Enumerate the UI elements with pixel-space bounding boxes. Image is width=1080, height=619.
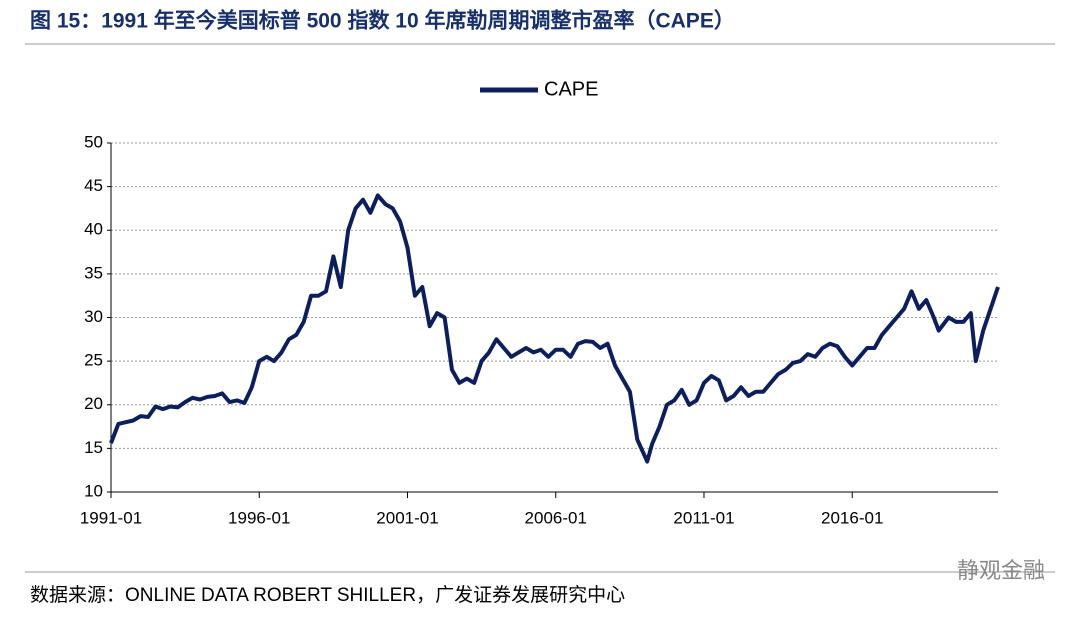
y-tick-label: 15	[84, 438, 103, 457]
x-tick-label: 2006-01	[525, 508, 587, 527]
x-tick-label: 2011-01	[673, 508, 734, 527]
y-tick-label: 40	[84, 220, 103, 239]
y-tick-label: 35	[84, 263, 103, 282]
x-tick-label: 1996-01	[228, 508, 290, 527]
chart-title: 图 15：1991 年至今美国标普 500 指数 10 年席勒周期调整市盈率（C…	[30, 9, 735, 33]
watermark: 静观金融	[957, 558, 1045, 583]
y-tick-label: 45	[84, 176, 103, 195]
x-tick-label: 2016-01	[821, 508, 883, 527]
y-tick-label: 30	[84, 307, 103, 326]
legend-label: CAPE	[544, 78, 598, 100]
source-note: 数据来源：ONLINE DATA ROBERT SHILLER，广发证券发展研究…	[30, 584, 625, 606]
y-tick-label: 25	[84, 351, 103, 370]
data-line	[109, 193, 1000, 464]
y-tick-label: 10	[84, 481, 103, 500]
y-tick-label: 20	[84, 394, 103, 413]
x-tick-label: 2001-01	[376, 508, 438, 527]
y-tick-label: 50	[84, 132, 103, 151]
x-tick-label: 1991-01	[80, 508, 142, 527]
